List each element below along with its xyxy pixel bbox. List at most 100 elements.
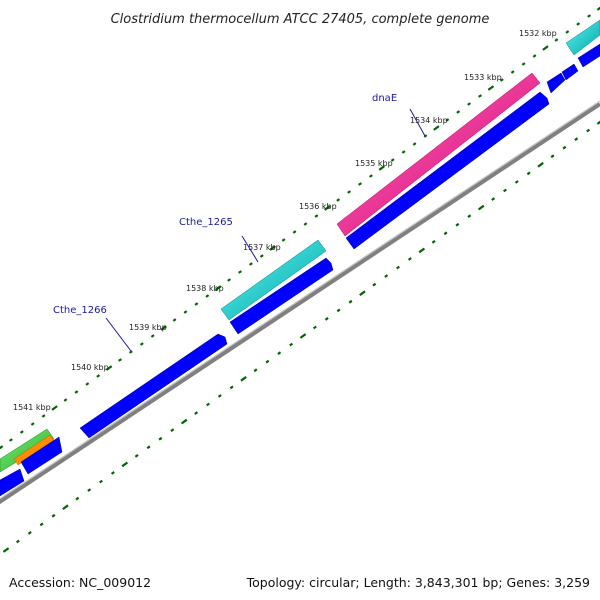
reverse-track bbox=[0, 43, 600, 497]
inner-tick-mark bbox=[194, 411, 199, 415]
inner-tick-mark bbox=[99, 479, 103, 484]
outer-tick-mark bbox=[172, 318, 177, 322]
outer-tick-mark bbox=[467, 102, 472, 106]
outer-tick-mark bbox=[0, 445, 4, 450]
outer-tick-mark bbox=[96, 374, 101, 378]
inner-tick-mark bbox=[240, 376, 247, 382]
outer-tick-mark bbox=[118, 358, 122, 362]
outer-tick-mark bbox=[368, 174, 373, 178]
gene-blue-4[interactable] bbox=[20, 436, 63, 475]
gene-cthe-1265[interactable] bbox=[220, 239, 327, 321]
inner-tick-mark bbox=[75, 496, 80, 501]
outer-tick-mark bbox=[281, 238, 286, 242]
outer-tick-mark bbox=[596, 6, 600, 11]
inner-tick-mark bbox=[110, 471, 115, 475]
inner-tick-mark bbox=[134, 454, 139, 458]
outer-tick-mark bbox=[532, 54, 537, 58]
inner-tick-mark bbox=[574, 137, 579, 141]
tick-label-1537: 1537 kbp bbox=[243, 243, 281, 252]
gene-blue-7[interactable] bbox=[561, 63, 579, 81]
outer-tick-mark bbox=[227, 278, 232, 282]
outer-tick-track bbox=[0, 6, 600, 450]
gene-cthe-1266[interactable] bbox=[79, 333, 228, 439]
gene-label-cthe-1266: Cthe_1266 bbox=[53, 305, 107, 316]
outer-tick-mark bbox=[554, 38, 559, 42]
inner-tick-track bbox=[2, 120, 600, 553]
inner-tick-mark bbox=[503, 188, 507, 193]
inner-tick-mark bbox=[87, 488, 92, 492]
outer-tick-mark bbox=[521, 62, 526, 66]
genome-summary-text: Topology: circular; Length: 3,843,301 bp… bbox=[246, 575, 590, 590]
outer-tick-mark bbox=[576, 22, 581, 26]
inner-tick-mark bbox=[146, 445, 151, 450]
inner-tick-mark bbox=[170, 428, 175, 432]
outer-tick-mark bbox=[63, 398, 68, 402]
tick-label-1533: 1533 kbp bbox=[464, 73, 502, 82]
inner-tick-mark bbox=[312, 325, 317, 330]
gene-cthe-1265-rev[interactable] bbox=[229, 257, 334, 335]
outer-tick-mark bbox=[542, 45, 549, 51]
outer-tick-mark bbox=[336, 198, 341, 202]
outer-tick-mark bbox=[269, 245, 276, 251]
inner-tick-mark bbox=[289, 342, 294, 347]
inner-tick-mark bbox=[158, 436, 163, 441]
inner-tick-mark bbox=[206, 402, 210, 407]
gene-label-cthe-1265: Cthe_1265 bbox=[179, 217, 233, 228]
inner-tick-mark bbox=[229, 385, 234, 390]
inner-tick-mark bbox=[526, 171, 531, 176]
inner-tick-mark bbox=[15, 539, 20, 544]
tick-label-1541: 1541 kbp bbox=[13, 403, 51, 412]
outer-tick-mark bbox=[194, 302, 199, 306]
inner-tick-mark bbox=[418, 247, 426, 254]
gene-blue-1[interactable] bbox=[345, 91, 550, 250]
inner-tick-mark bbox=[217, 394, 222, 398]
map-title: Clostridium thermocellum ATCC 27405, com… bbox=[111, 12, 490, 27]
gene-dnae[interactable] bbox=[336, 72, 541, 237]
inner-tick-mark bbox=[277, 351, 282, 355]
gene-blue-8[interactable] bbox=[577, 43, 600, 68]
outer-tick-mark bbox=[51, 405, 58, 411]
inner-tick-mark bbox=[396, 265, 400, 270]
outer-tick-mark bbox=[487, 85, 495, 91]
outer-tick-mark bbox=[499, 78, 504, 82]
gene-blue-5[interactable] bbox=[0, 468, 25, 497]
inner-tick-mark bbox=[537, 162, 544, 168]
inner-tick-mark bbox=[265, 359, 270, 364]
inner-tick-mark bbox=[2, 547, 10, 553]
outer-tick-mark bbox=[248, 262, 253, 266]
inner-tick-mark bbox=[586, 128, 591, 133]
inner-tick-mark bbox=[372, 282, 377, 287]
outer-tick-mark bbox=[41, 414, 46, 418]
outer-tick-mark bbox=[412, 142, 417, 146]
forward-track bbox=[0, 19, 600, 473]
outer-tick-mark bbox=[456, 110, 461, 114]
inner-tick-mark bbox=[477, 204, 485, 211]
tick-label-1538: 1538 kbp bbox=[186, 284, 224, 293]
outer-tick-mark bbox=[378, 165, 386, 171]
outer-tick-mark bbox=[303, 222, 308, 226]
outer-tick-mark bbox=[160, 325, 167, 331]
outer-tick-mark bbox=[238, 270, 242, 274]
inner-tick-mark bbox=[62, 504, 69, 510]
gene-blue-6[interactable] bbox=[546, 72, 566, 94]
outer-tick-mark bbox=[139, 342, 144, 346]
outer-tick-mark bbox=[292, 230, 297, 234]
tick-label-1535: 1535 kbp bbox=[355, 159, 393, 168]
outer-tick-mark bbox=[478, 94, 482, 98]
inner-tick-mark bbox=[253, 368, 258, 373]
inner-tick-mark bbox=[51, 513, 56, 518]
inner-tick-mark bbox=[336, 308, 341, 313]
outer-tick-mark bbox=[259, 254, 264, 258]
inner-tick-mark bbox=[180, 418, 188, 425]
gene-cyan-top[interactable] bbox=[565, 19, 600, 56]
inner-tick-mark bbox=[443, 231, 448, 236]
inner-tick-mark bbox=[324, 317, 329, 321]
tick-label-1536: 1536 kbp bbox=[299, 202, 337, 211]
label-line-cthe-1266 bbox=[105, 317, 132, 352]
outer-tick-mark bbox=[358, 182, 362, 186]
backbone-highlight bbox=[0, 100, 600, 500]
outer-tick-mark bbox=[445, 118, 450, 122]
inner-tick-mark bbox=[467, 214, 472, 218]
outer-tick-mark bbox=[347, 190, 352, 194]
inner-tick-mark bbox=[514, 180, 519, 184]
